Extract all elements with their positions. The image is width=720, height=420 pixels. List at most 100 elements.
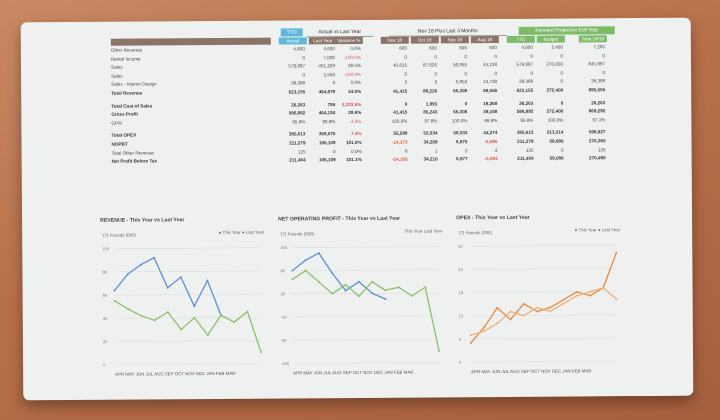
chart-plot: 0 20 40 60 80 100 [102, 246, 262, 367]
chart-legend: ● This Year ● Last Year [574, 227, 621, 233]
column-header: Oct 18 [410, 36, 439, 44]
data-point [193, 305, 196, 308]
data-point [233, 321, 236, 324]
data-point [113, 299, 116, 302]
y-tick-label: -20 [281, 315, 288, 320]
table-cell: 44,274 [483, 130, 498, 136]
column-header: Actual [278, 37, 307, 45]
table-cell: 600 [399, 45, 407, 51]
data-point [397, 286, 400, 289]
gridline [114, 340, 261, 342]
data-point [424, 286, 427, 289]
table-cell: 895,555 [588, 87, 606, 93]
gridline [470, 337, 617, 340]
table-cell: 270,365 [588, 138, 606, 144]
table-cell: 385,613 [288, 131, 306, 137]
data-point [384, 289, 387, 292]
data-point [246, 310, 249, 313]
data-point [291, 278, 294, 281]
y-tick-label: 24 [458, 267, 463, 272]
table-cell: 600 [459, 45, 467, 51]
data-point [562, 302, 565, 305]
chart-title: OPEX - This Year vs Last Year [456, 214, 530, 222]
table-cell: 0 [560, 78, 564, 84]
data-point [140, 314, 143, 317]
column-header: Variance % [334, 36, 363, 45]
data-point [344, 289, 347, 292]
series-line-this-year [114, 257, 222, 316]
net-operating-profit-chart: NET OPERATING PROFIT - This Year vs Last… [278, 214, 447, 385]
table-cell: 125 [525, 147, 534, 153]
data-point [126, 273, 129, 276]
column-header: Total 18/19 [578, 35, 607, 43]
table-cell: 40,815 [392, 62, 408, 68]
table-cell: 38,368 [519, 79, 534, 85]
table-cell: 596,892 [516, 108, 534, 115]
table-cell: 26,263 [591, 99, 606, 105]
gridline [470, 244, 617, 247]
y-tick-label: 6 [459, 337, 462, 342]
table-cell: 101.1% [346, 157, 362, 163]
gridline [292, 269, 439, 271]
table-cell: 623,155 [288, 89, 306, 95]
series-line-last-year [470, 287, 618, 336]
table-cell: 0 [464, 71, 468, 77]
table-cell: 95.8% [292, 119, 306, 125]
monitor-screen: YTD Actual vs Last Year Nov 18 Plus Last… [20, 17, 694, 401]
data-point [317, 252, 320, 255]
table-cell: 869,292 [588, 108, 606, 114]
table-cell: 0 [302, 72, 306, 78]
table-cell: 38,368 [291, 80, 306, 86]
opex-chart: OPEX - This Year vs Last Year '(?) Pound… [456, 213, 625, 384]
series-line-last-year [114, 300, 262, 353]
table-cell: 4,600 [323, 46, 335, 52]
revenue-chart: REVENUE - This Year vs Last Year '(?) Po… [100, 216, 269, 387]
y-tick-label: 40 [103, 316, 108, 321]
data-point [206, 334, 209, 337]
column-header: Last Year [308, 37, 337, 45]
data-point [589, 294, 592, 297]
table-cell: 0 [404, 80, 408, 86]
data-point [166, 286, 169, 289]
table-cell: 600 [489, 45, 497, 51]
y-tick-label: 12 [459, 313, 464, 318]
series-line-this-year [470, 252, 617, 344]
chart-unit: '(?) Pounds (000) [458, 230, 492, 236]
chart-plot: -100 -60 -20 20 60 100 [280, 245, 440, 366]
row-label: GP% [111, 120, 123, 126]
gridline [471, 360, 618, 363]
table-cell: 4,600 [293, 46, 305, 52]
row-label: NOPBT [111, 141, 128, 147]
data-point [331, 272, 334, 275]
table-cell: 41,415 [393, 109, 408, 115]
table-cell: 1 [435, 147, 438, 153]
data-point [304, 259, 307, 262]
data-point [536, 310, 539, 313]
y-tick-label: 0 [459, 360, 462, 365]
table-cell: 0 [530, 53, 533, 59]
actual-vs-last-year-header: Actual vs Last Year [306, 27, 373, 38]
table-cell: -100.0% [343, 54, 361, 60]
report-rows: Other Revenue 4,600 4,600 0.0% 600 600 600 600 4… [109, 43, 630, 166]
row-label: Other Revenue [110, 47, 143, 53]
table-cell: 65,308 [453, 109, 468, 115]
table-cell: 95.8% [520, 117, 534, 123]
y-tick-label: 18 [459, 290, 464, 295]
data-point [193, 316, 196, 319]
table-cell: 0.0% [351, 148, 362, 154]
data-point [357, 280, 360, 283]
table-cell: 26,263 [519, 100, 534, 106]
data-point [437, 349, 440, 352]
data-point [469, 341, 472, 344]
column-header: Nov 18 [380, 36, 409, 44]
chart-unit: '(?) Pounds (000) [280, 231, 314, 237]
table-cell: 0 [602, 70, 606, 76]
table-cell: 38,368 [591, 78, 606, 84]
gridline [292, 292, 439, 295]
data-point [615, 251, 618, 254]
table-cell: 272,400 [546, 108, 564, 114]
table-cell: 213,314 [546, 129, 564, 136]
table-cell: 1,550 [323, 71, 336, 78]
chart-title: NET OPERATING PROFIT - This Year vs Last… [278, 215, 401, 223]
y-tick-label: 80 [102, 269, 107, 274]
